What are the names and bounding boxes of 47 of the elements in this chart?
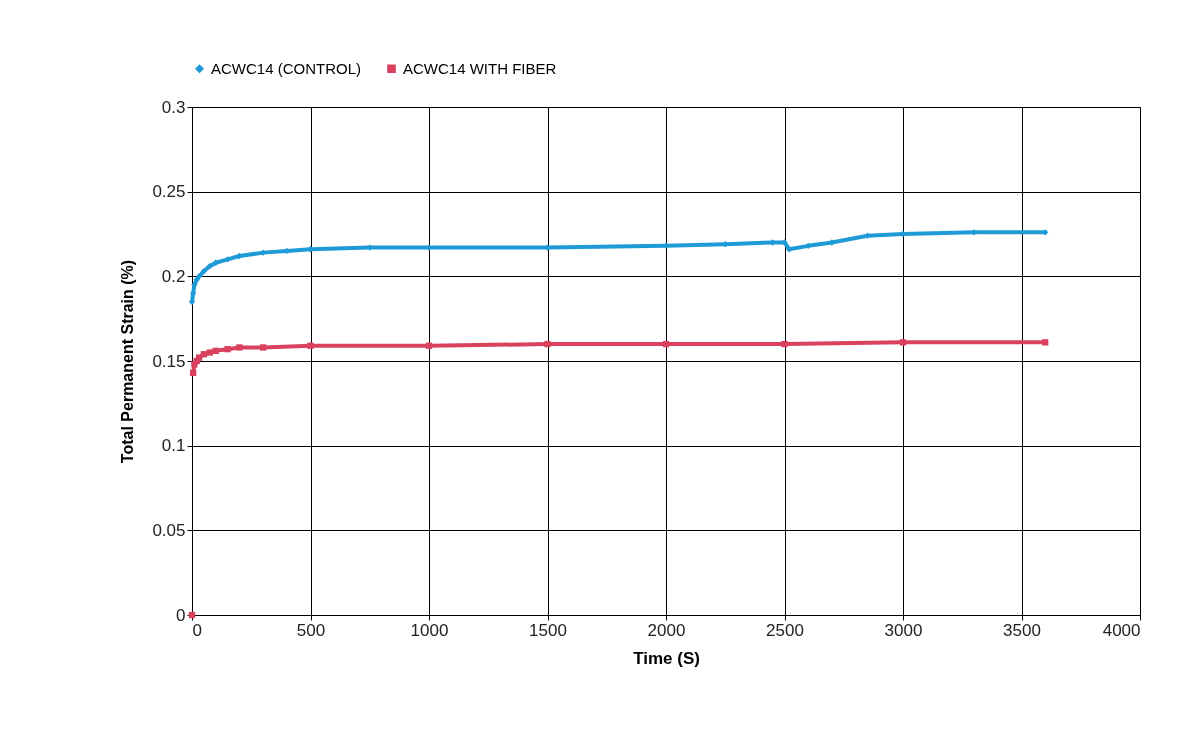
y-tick-label: 0 [176, 605, 186, 625]
point [195, 354, 203, 361]
point [781, 340, 788, 348]
x-tick-label: 3000 [884, 620, 923, 640]
point [425, 342, 433, 349]
point [188, 611, 196, 619]
point [236, 252, 243, 260]
point [259, 344, 267, 351]
point [206, 349, 213, 356]
point [200, 351, 208, 358]
y-tick-label: 0.25 [152, 182, 186, 202]
point [786, 246, 793, 253]
legend-label: ACWC14 (CONTROL) [211, 59, 362, 77]
point [188, 298, 196, 305]
point [206, 263, 213, 270]
y-tick-label: 0.3 [161, 97, 186, 117]
y-tick-label: 0.2 [161, 266, 186, 286]
x-tick-label: 2500 [766, 620, 804, 640]
point [662, 340, 670, 348]
x-tick-label: 1000 [410, 620, 449, 640]
x-tick-label: 0 [192, 620, 202, 640]
y-axis-title: Total Permanent Strain (%) [119, 259, 137, 464]
point [224, 345, 231, 353]
point [212, 259, 219, 266]
point [193, 276, 200, 283]
point [190, 290, 197, 297]
point [1042, 339, 1049, 346]
x-tick-label: 3500 [1003, 620, 1041, 640]
x-tick-label: 500 [296, 620, 326, 640]
point [191, 281, 198, 288]
point [1042, 229, 1049, 236]
point [200, 268, 208, 275]
point [190, 369, 197, 377]
y-tick-label: 0.05 [152, 520, 186, 540]
y-tick-label: 0.1 [161, 436, 186, 456]
legend-label: ACWC14 WITH FIBER [403, 59, 557, 77]
x-tick-label: 2000 [647, 620, 686, 640]
point [899, 339, 907, 346]
x-tick-label: 4000 [1102, 620, 1141, 640]
x-axis-title: Time (S) [633, 648, 700, 668]
point [544, 340, 551, 348]
point [307, 342, 314, 349]
y-tick-label: 0.15 [152, 351, 186, 371]
point [212, 347, 219, 354]
x-tick-label: 1500 [529, 620, 567, 640]
point [236, 344, 243, 351]
point [195, 273, 203, 280]
